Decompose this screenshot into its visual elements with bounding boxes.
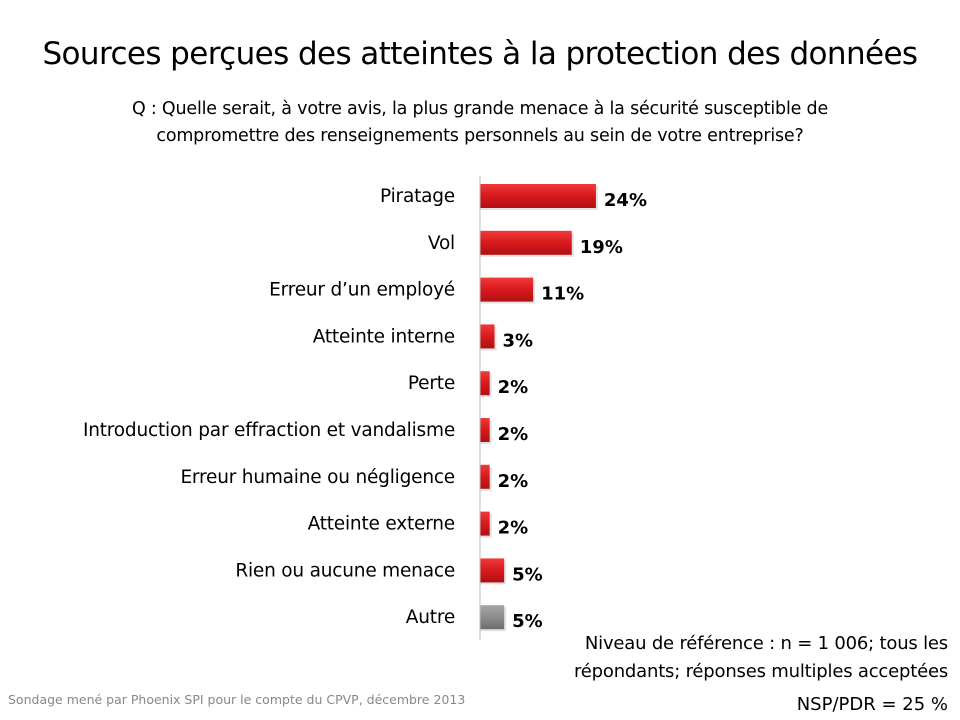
bar [480, 184, 596, 208]
category-label: Atteinte interne [313, 326, 455, 347]
value-label: 19% [580, 237, 623, 258]
category-label: Piratage [380, 186, 455, 207]
source-footnote: Sondage mené par Phoenix SPI pour le com… [8, 692, 466, 707]
value-label: 24% [604, 190, 647, 211]
value-label: 2% [498, 424, 529, 445]
category-label: Rien ou aucune menace [235, 560, 455, 581]
category-label: Atteinte externe [308, 514, 455, 535]
base-note-line-1: Niveau de référence : n = 1 006; tous le… [584, 633, 948, 654]
base-note: Niveau de référence : n = 1 006; tous le… [574, 630, 948, 686]
category-label: Erreur d’un employé [269, 280, 455, 301]
category-label: Introduction par effraction et vandalism… [83, 420, 455, 441]
category-label: Vol [428, 233, 455, 254]
bar [480, 464, 490, 489]
question-line-2: compromettre des renseignements personne… [156, 126, 804, 146]
question-line-1: Q : Quelle serait, à votre avis, la plus… [131, 99, 829, 119]
value-label: 2% [498, 377, 529, 398]
category-label: Erreur humaine ou négligence [180, 467, 455, 488]
value-label: 3% [502, 330, 533, 351]
value-label: 2% [498, 518, 529, 539]
slide-title: Sources perçues des atteintes à la prote… [42, 36, 918, 72]
question-text: Q : Quelle serait, à votre avis, la plus… [60, 96, 900, 150]
nsp-note: NSP/PDR = 25 % [796, 694, 948, 715]
value-label: 5% [512, 611, 543, 632]
category-label: Autre [406, 607, 455, 628]
bar [480, 324, 495, 349]
bar [480, 558, 505, 583]
base-note-line-2: répondants; réponses multiples acceptées [574, 661, 948, 682]
bar [480, 371, 490, 396]
value-label: 11% [541, 284, 584, 305]
value-label: 5% [512, 564, 543, 585]
value-label: 2% [498, 471, 529, 492]
bar [480, 605, 505, 630]
category-label: Perte [408, 373, 455, 394]
bar [480, 418, 490, 442]
bar [480, 511, 490, 536]
bar [480, 277, 534, 302]
bar [480, 230, 572, 255]
